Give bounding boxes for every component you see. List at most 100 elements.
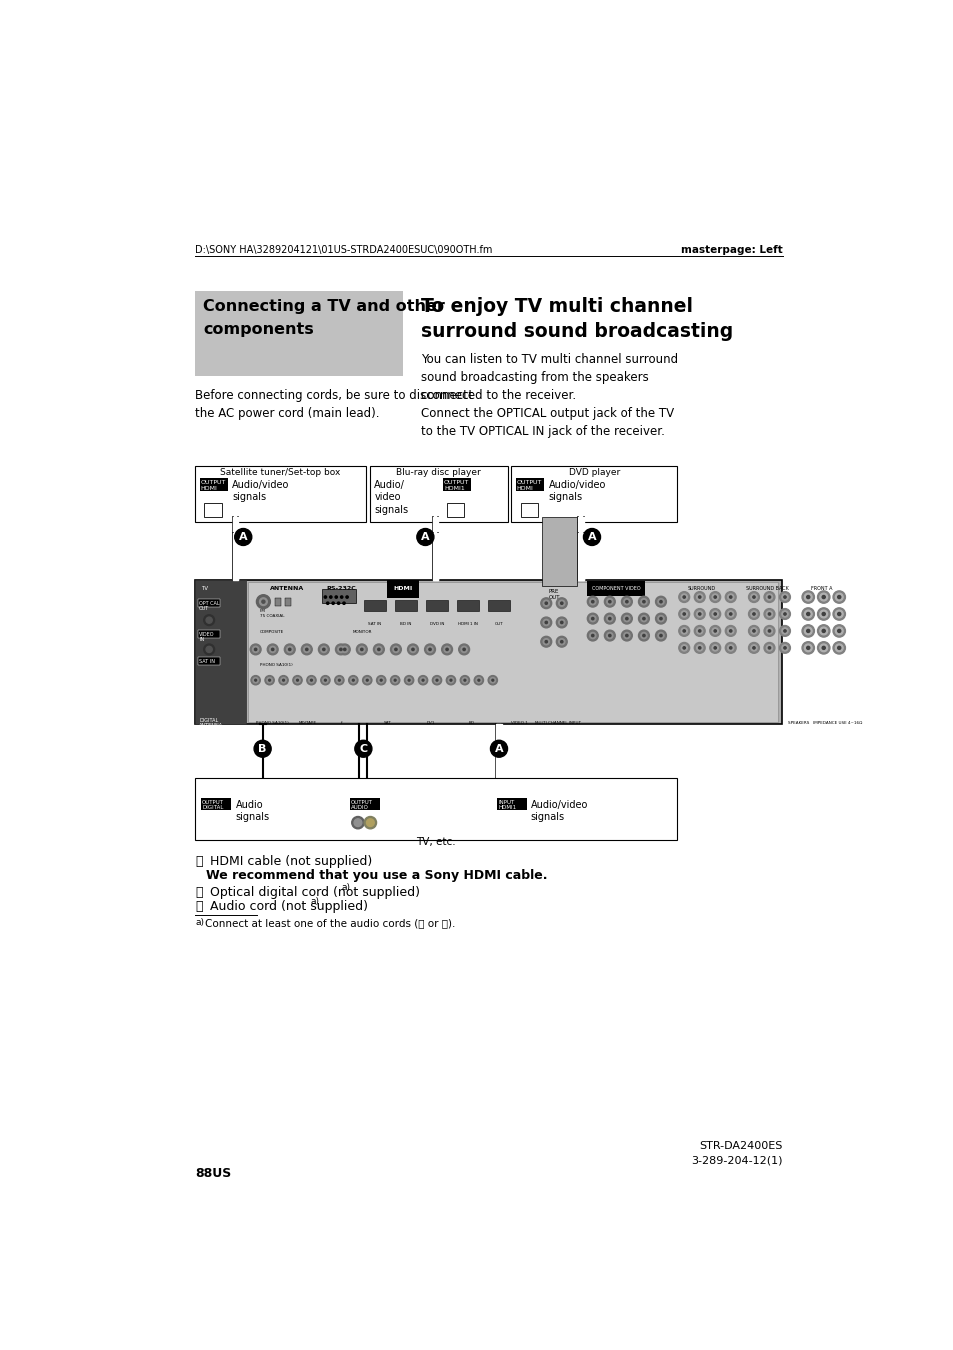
Circle shape (272, 648, 274, 651)
Circle shape (821, 629, 824, 632)
Text: Connecting a TV and other: Connecting a TV and other (203, 300, 444, 315)
Text: COMPOSITE: COMPOSITE (259, 630, 283, 634)
Circle shape (488, 675, 497, 684)
Circle shape (259, 598, 267, 606)
Text: BD IN: BD IN (400, 622, 412, 626)
Circle shape (638, 613, 649, 624)
Circle shape (310, 679, 312, 682)
Circle shape (659, 617, 661, 620)
Circle shape (269, 679, 271, 682)
Text: HDMI: HDMI (393, 586, 412, 591)
Text: OPT CAL
OUT: OPT CAL OUT (199, 601, 219, 612)
Circle shape (490, 678, 495, 683)
Circle shape (441, 644, 452, 655)
Text: FM
75 COAXIAL: FM 75 COAXIAL (259, 609, 284, 618)
Text: RS-232C: RS-232C (326, 586, 355, 591)
Circle shape (542, 601, 549, 606)
Circle shape (679, 625, 689, 636)
Circle shape (332, 602, 334, 605)
Circle shape (206, 647, 212, 652)
Circle shape (806, 613, 809, 616)
Text: Audio cord (not supplied): Audio cord (not supplied) (206, 899, 368, 913)
Circle shape (711, 628, 718, 634)
Text: Audio/
video
signals: Audio/ video signals (374, 481, 408, 514)
Circle shape (817, 641, 829, 653)
Circle shape (394, 679, 395, 682)
Circle shape (348, 675, 357, 684)
Circle shape (781, 628, 787, 634)
Circle shape (307, 675, 315, 684)
Bar (204, 504, 221, 517)
Circle shape (459, 675, 469, 684)
Circle shape (320, 675, 330, 684)
Circle shape (558, 601, 564, 606)
Circle shape (658, 598, 663, 605)
Circle shape (819, 644, 827, 652)
Circle shape (709, 591, 720, 602)
Circle shape (376, 675, 385, 684)
Circle shape (783, 595, 785, 598)
Circle shape (638, 597, 649, 608)
Text: a): a) (341, 883, 351, 892)
Text: OUT: OUT (494, 622, 503, 626)
Circle shape (659, 634, 661, 637)
Text: Optical digital cord (not supplied): Optical digital cord (not supplied) (206, 886, 419, 899)
Circle shape (589, 632, 596, 639)
Text: SAT IN: SAT IN (368, 622, 381, 626)
Circle shape (709, 643, 720, 653)
Text: You can listen to TV multi channel surround
sound broadcasting from the speakers: You can listen to TV multi channel surro… (421, 352, 678, 437)
Circle shape (540, 636, 551, 647)
Circle shape (336, 678, 342, 683)
Circle shape (355, 740, 372, 757)
Circle shape (837, 647, 840, 649)
Circle shape (623, 616, 629, 622)
Circle shape (750, 594, 757, 601)
Circle shape (427, 647, 433, 652)
Circle shape (335, 675, 344, 684)
Circle shape (544, 621, 547, 624)
Circle shape (608, 601, 610, 603)
Circle shape (270, 647, 275, 652)
Circle shape (377, 648, 379, 651)
Circle shape (341, 647, 348, 652)
Text: 3-289-204-12(1): 3-289-204-12(1) (690, 1156, 781, 1165)
Bar (350, 798, 379, 810)
Circle shape (352, 817, 364, 829)
Circle shape (358, 647, 365, 652)
Text: SPEAKERS   IMPEDANCE USE 4~16Ω: SPEAKERS IMPEDANCE USE 4~16Ω (787, 721, 862, 725)
Circle shape (819, 610, 827, 618)
Circle shape (337, 647, 344, 652)
Circle shape (251, 675, 260, 684)
Circle shape (817, 625, 829, 637)
Text: DV1: DV1 (426, 721, 434, 725)
Text: OUTPUT
DIGITAL
OPTICAL: OUTPUT DIGITAL OPTICAL (202, 799, 225, 815)
Circle shape (640, 632, 646, 639)
Circle shape (364, 817, 376, 829)
Circle shape (591, 617, 594, 620)
Circle shape (803, 628, 811, 634)
Text: MULTI CHANNEL INPUT: MULTI CHANNEL INPUT (535, 721, 580, 725)
Circle shape (750, 645, 757, 651)
Circle shape (821, 647, 824, 649)
Bar (198, 599, 220, 608)
Circle shape (460, 647, 467, 652)
Text: Ⓒ: Ⓒ (195, 899, 202, 913)
Circle shape (591, 601, 594, 603)
Circle shape (625, 617, 627, 620)
Circle shape (436, 679, 437, 682)
Bar (274, 598, 281, 606)
Text: TV, etc.: TV, etc. (416, 837, 456, 846)
Circle shape (278, 675, 288, 684)
Circle shape (623, 632, 629, 639)
Circle shape (604, 613, 615, 624)
Circle shape (680, 628, 686, 634)
Circle shape (696, 612, 702, 617)
Circle shape (284, 644, 294, 655)
Text: DIGITAL
ANTENNA: DIGITAL ANTENNA (199, 718, 223, 729)
Circle shape (416, 528, 434, 545)
Text: PHONO SA10(1): PHONO SA10(1) (255, 721, 288, 725)
Bar (248, 582, 778, 722)
Circle shape (640, 616, 646, 622)
Text: VIDEO
IN: VIDEO IN (199, 632, 214, 643)
Circle shape (289, 648, 291, 651)
